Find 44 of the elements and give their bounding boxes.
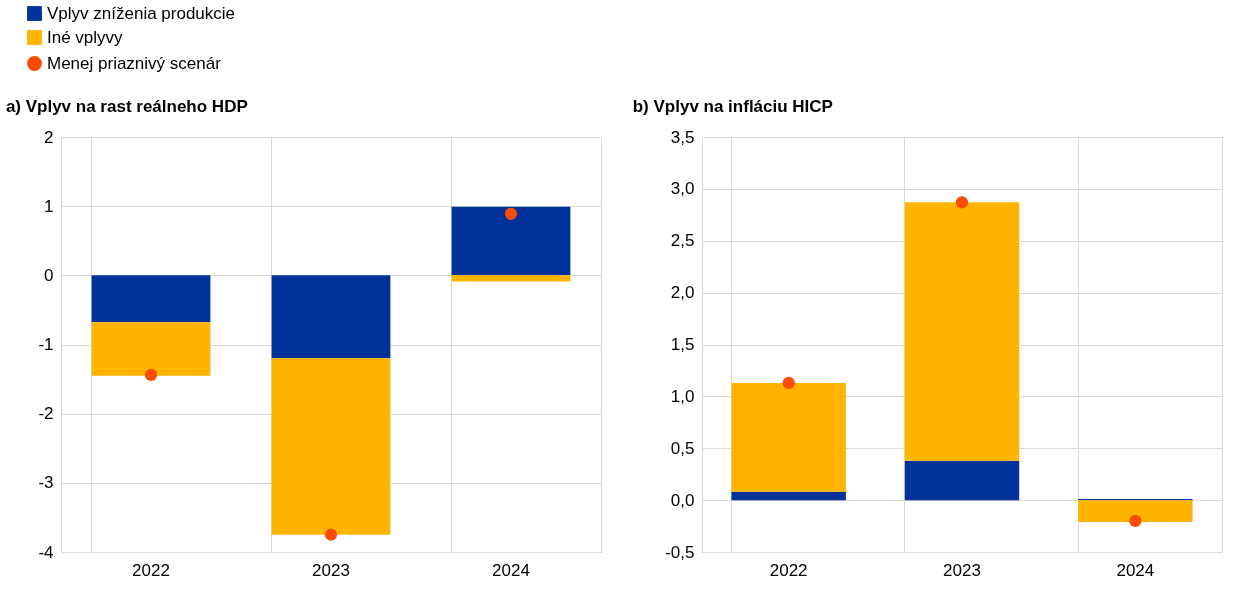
bar — [1078, 500, 1193, 522]
bar — [271, 358, 391, 535]
y-tick-label: -2 — [38, 404, 54, 424]
y-tick-label: 1 — [44, 196, 54, 216]
chart-title: a) Vplyv na rast reálneho HDP — [5, 97, 248, 116]
y-tick-label: -3 — [38, 473, 54, 493]
y-tick-label: -4 — [38, 542, 54, 562]
legend-label: Vplyv zníženia produkcie — [47, 3, 236, 23]
x-tick-label: 2024 — [1116, 560, 1155, 580]
y-tick-label: 1,0 — [670, 386, 695, 406]
y-tick-label: -0,5 — [665, 542, 695, 562]
bar — [731, 382, 846, 492]
chart-title: b) Vplyv na infláciu HICP — [632, 97, 833, 116]
legend-label: Iné vplyvy — [47, 27, 124, 47]
bar — [451, 275, 571, 282]
bar — [904, 202, 1020, 461]
y-tick-label: -1 — [38, 335, 54, 354]
point — [324, 528, 338, 541]
x-tick-label: 2023 — [312, 560, 350, 580]
x-tick-label: 2023 — [943, 560, 981, 580]
y-tick-label: 0 — [44, 265, 54, 285]
bar — [451, 206, 571, 276]
y-tick-label: 0,0 — [670, 490, 695, 510]
bar — [731, 491, 846, 501]
y-tick-label: 2 — [44, 127, 54, 147]
bar — [91, 322, 211, 376]
y-tick-label: 0,5 — [670, 438, 695, 458]
y-tick-label: 3,0 — [670, 179, 695, 199]
point — [144, 368, 158, 382]
bar — [904, 460, 1020, 501]
bar — [271, 275, 391, 359]
point — [1129, 514, 1142, 527]
y-tick-label: 2,0 — [670, 283, 695, 303]
x-tick-label: 2022 — [769, 560, 808, 580]
x-tick-label: 2024 — [492, 560, 530, 580]
y-tick-label: 3,5 — [670, 127, 695, 147]
point — [955, 196, 969, 209]
x-tick-label: 2022 — [132, 560, 170, 580]
y-tick-label: 1,5 — [670, 335, 695, 354]
legend-label: Menej priaznivý scenár — [47, 53, 222, 73]
bar — [91, 275, 211, 323]
point — [504, 207, 518, 220]
point — [782, 376, 795, 389]
y-tick-label: 2,5 — [670, 231, 695, 251]
